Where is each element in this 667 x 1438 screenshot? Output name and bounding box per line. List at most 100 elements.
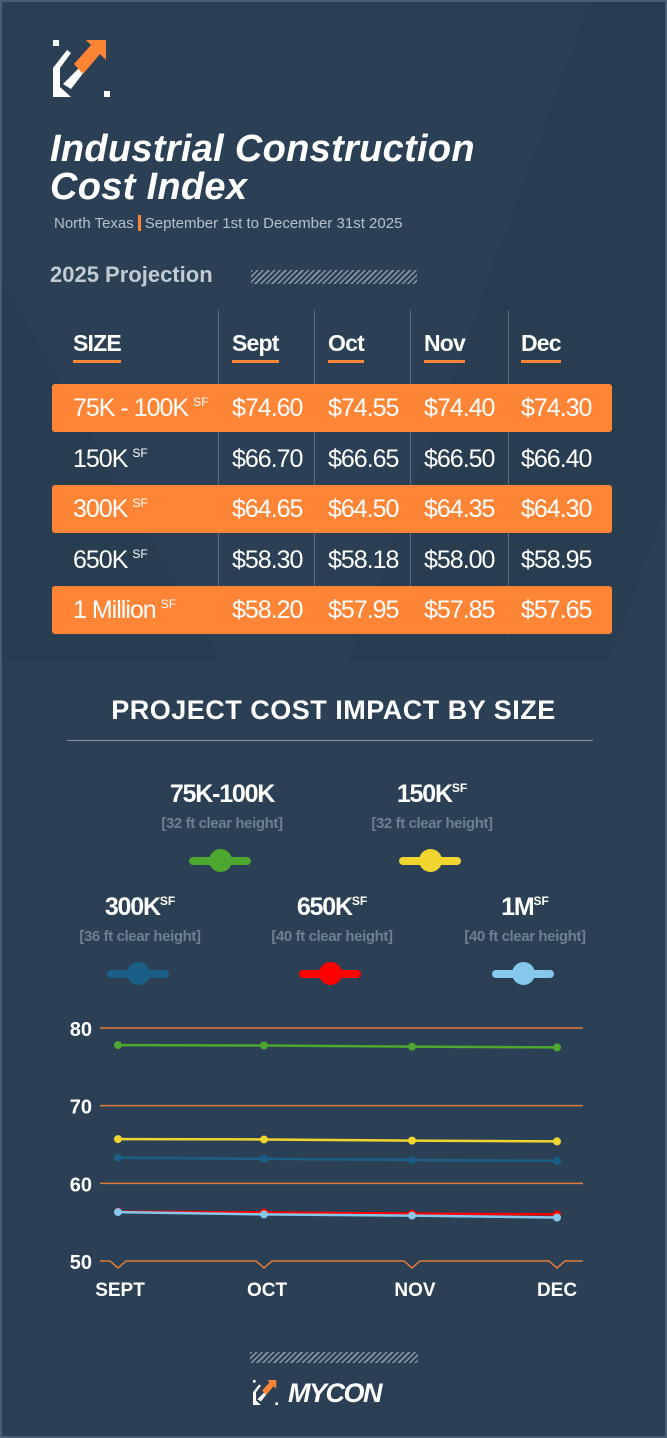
price-cell: $64.65: [232, 495, 303, 523]
size-label: 75K - 100K: [73, 394, 189, 422]
page-title: Industrial Construction Cost Index: [50, 128, 475, 208]
column-header: Dec: [521, 330, 562, 363]
table-row: 650K SF $58.30 $58.18 $58.00 $58.95: [52, 536, 612, 584]
price-cell: $58.00: [424, 545, 495, 574]
legend-item: 75K-100K [32 ft clear height]: [122, 780, 322, 832]
series-line: [117, 1043, 558, 1049]
size-label: 150K: [73, 444, 128, 473]
subtitle: North Texas September 1st to December 31s…: [54, 215, 402, 232]
price-cell: $66.65: [328, 444, 399, 473]
data-point: [553, 1137, 561, 1146]
price-cell: $66.40: [521, 444, 592, 473]
table-row: 150K SF $66.70 $66.65 $66.50 $66.40: [52, 435, 612, 483]
x-tick-label: OCT: [247, 1280, 288, 1301]
size-label: 300K: [73, 495, 128, 523]
data-point: [553, 1156, 561, 1165]
price-cell: $74.30: [521, 394, 592, 422]
data-point: [408, 1136, 416, 1145]
legend-sub: [32 ft clear height]: [161, 815, 283, 832]
divider: [137, 215, 141, 231]
price-cell: $57.65: [521, 596, 592, 624]
data-point: [114, 1041, 122, 1050]
size-label: 1 Million: [73, 596, 157, 624]
data-point: [114, 1208, 122, 1217]
x-tick-label: SEPT: [95, 1280, 145, 1301]
legend-marker: [189, 849, 251, 872]
data-point: [408, 1211, 416, 1220]
chart-section-title: PROJECT COST IMPACT BY SIZE: [111, 695, 556, 725]
y-tick-label: 70: [70, 1097, 92, 1119]
x-tick-label: DEC: [537, 1280, 577, 1301]
unit-label: SF: [160, 597, 177, 611]
unit-label: SF: [132, 546, 148, 561]
size-cell: 300K SF: [73, 495, 148, 524]
legend-name: 75K-100K: [169, 780, 276, 808]
price-cell: $64.50: [328, 495, 399, 523]
y-tick-label: 80: [70, 1019, 92, 1041]
price-cell: $74.55: [328, 394, 399, 422]
data-point: [260, 1135, 268, 1144]
column-divider: [218, 310, 219, 635]
price-cell: $66.50: [424, 444, 495, 473]
legend-marker: [492, 962, 554, 985]
mycon-logo-icon: [253, 1380, 278, 1405]
table-row: 300K SF $64.65 $64.50 $64.35 $64.30: [52, 485, 612, 533]
legend-item: 150KSF [32 ft clear height]: [332, 780, 532, 832]
data-point: [114, 1135, 122, 1144]
brand-name: MYCON: [288, 1378, 383, 1408]
data-point: [260, 1154, 268, 1163]
price-cell: $74.60: [232, 394, 303, 422]
section-heading: 2025 Projection: [50, 262, 213, 287]
legend-name: 1MSF: [501, 893, 549, 921]
column-header: Oct: [328, 330, 365, 363]
data-point: [260, 1210, 268, 1219]
price-cell: $64.30: [521, 495, 592, 523]
price-cell: $58.20: [232, 596, 303, 624]
y-tick-label: 50: [70, 1252, 92, 1274]
price-cell: $64.35: [424, 495, 495, 523]
series-line: [117, 1210, 558, 1219]
legend-item: 300KSF [36 ft clear height]: [40, 893, 240, 945]
price-cell: $74.40: [424, 394, 495, 422]
series-line: [117, 1156, 558, 1163]
column-header: Sept: [232, 330, 279, 363]
legend-marker: [399, 849, 461, 872]
table-row: 75K - 100K SF $74.60 $74.55 $74.40 $74.30: [52, 384, 612, 432]
price-cell: $66.70: [232, 444, 303, 473]
legend-sub: [32 ft clear height]: [371, 815, 493, 832]
size-cell: 1 Million SF: [73, 596, 176, 625]
data-point: [408, 1042, 416, 1051]
region: North Texas: [54, 215, 134, 232]
size-cell: 150K SF: [73, 445, 148, 474]
legend-name: 650KSF: [296, 893, 368, 921]
unit-label: SF: [132, 445, 148, 460]
legend-marker: [107, 962, 169, 985]
mycon-logo-icon: [53, 40, 110, 97]
size-label: 650K: [73, 545, 128, 574]
legend-marker: [299, 962, 361, 985]
table-row: 1 Million SF $58.20 $57.95 $57.85 $57.65: [52, 586, 612, 634]
legend-sub: [40 ft clear height]: [271, 928, 393, 945]
hatch-decoration: [251, 270, 417, 284]
column-header: Nov: [424, 330, 466, 363]
x-tick-label: NOV: [394, 1280, 436, 1301]
divider: [67, 740, 593, 741]
gridline: [100, 1260, 583, 1269]
column-header: SIZE: [73, 330, 122, 363]
price-cell: $57.85: [424, 596, 495, 624]
data-point: [260, 1041, 268, 1050]
data-point: [114, 1153, 122, 1162]
legend-sub: [36 ft clear height]: [79, 928, 201, 945]
unit-label: SF: [132, 496, 148, 510]
price-cell: $58.95: [521, 545, 592, 574]
y-tick-label: 60: [70, 1174, 92, 1196]
legend-item: 1MSF [40 ft clear height]: [425, 893, 625, 945]
column-divider: [314, 310, 315, 635]
legend-sub: [40 ft clear height]: [464, 928, 586, 945]
series-line: [117, 1137, 558, 1143]
size-cell: 75K - 100K SF: [73, 394, 208, 423]
size-cell: 650K SF: [73, 546, 148, 575]
price-cell: $58.18: [328, 545, 399, 574]
column-divider: [410, 310, 411, 635]
